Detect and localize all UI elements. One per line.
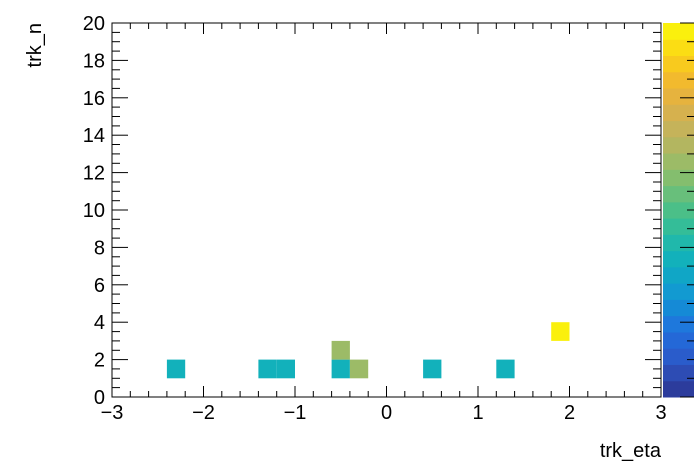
- colorbar-segment: [663, 234, 694, 252]
- y-tick-label: 18: [83, 50, 105, 72]
- colorbar-segment: [663, 299, 694, 317]
- x-tick-label: 0: [381, 402, 392, 424]
- histogram-bin: [349, 359, 369, 379]
- colorbar-segment: [663, 136, 694, 154]
- x-tick-label: 2: [564, 402, 575, 424]
- y-tick-label: 6: [94, 275, 105, 297]
- colorbar: [663, 22, 694, 398]
- histogram-bin: [276, 359, 295, 379]
- x-tick-label: −3: [101, 402, 124, 424]
- ticks: [111, 22, 662, 398]
- colorbar-segment: [663, 153, 694, 170]
- histogram-bin: [423, 359, 442, 379]
- colorbar-segment: [663, 283, 694, 300]
- colorbar-segment: [663, 218, 694, 235]
- x-tick-label: −2: [192, 402, 215, 424]
- plot-frame: [111, 22, 662, 398]
- colorbar-segment: [663, 39, 694, 57]
- y-tick-label: 12: [83, 163, 105, 185]
- colorbar-segment: [663, 55, 694, 73]
- colorbar-segment: [663, 380, 694, 398]
- y-tick-label: 2: [94, 350, 105, 372]
- y-tick-label: 0: [94, 387, 105, 409]
- x-tick-label: 1: [472, 402, 483, 424]
- y-tick-labels: 0 2 4 6 8 10 12 14 16 18 20: [83, 13, 105, 409]
- colorbar-segment: [663, 315, 694, 333]
- histogram-bin: [166, 359, 186, 379]
- y-tick-label: 20: [83, 13, 105, 35]
- y-axis-title: trk_n: [24, 23, 46, 67]
- colorbar-segment: [663, 23, 694, 40]
- colorbar-segment: [663, 169, 694, 187]
- y-tick-label: 16: [83, 88, 105, 110]
- x-tick-label: 3: [655, 402, 666, 424]
- histogram-bin: [258, 359, 277, 379]
- histogram-bin: [331, 340, 350, 360]
- y-tick-label: 4: [94, 312, 105, 334]
- colorbar-segment: [663, 266, 694, 284]
- colorbar-segment: [663, 250, 694, 268]
- colorbar-segment: [663, 348, 694, 365]
- colorbar-segment: [663, 185, 694, 203]
- y-tick-label: 14: [83, 125, 105, 147]
- y-tick-label: 8: [94, 237, 105, 259]
- histogram-bin: [331, 359, 350, 379]
- histogram-bin: [496, 359, 515, 379]
- colorbar-segment: [663, 71, 694, 89]
- colorbar-segment: [663, 201, 694, 219]
- colorbar-segment: [663, 120, 694, 138]
- x-tick-labels: −3 −2 −1 0 1 2 3: [101, 402, 667, 424]
- y-tick-label: 10: [83, 200, 105, 222]
- histogram-bin: [551, 322, 570, 341]
- colorbar-segment: [663, 331, 694, 349]
- colorbar-segment: [663, 364, 694, 382]
- x-tick-label: −1: [284, 402, 307, 424]
- bins: [166, 322, 570, 379]
- x-axis-title: trk_eta: [600, 440, 662, 462]
- colorbar-segment: [663, 104, 694, 122]
- colorbar-segment: [663, 88, 694, 105]
